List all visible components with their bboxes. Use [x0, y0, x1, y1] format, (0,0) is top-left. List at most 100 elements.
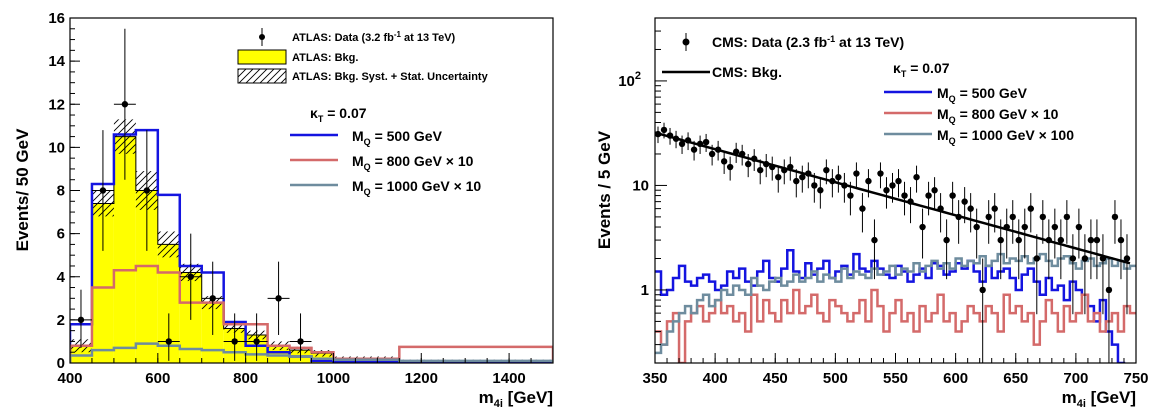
cms-legend-mq800: MQ = 800 GeV × 10: [884, 106, 1059, 125]
cms-data-point: [883, 187, 890, 194]
atlas-legend-mq1000: MQ = 1000 GeV × 10: [290, 178, 481, 197]
svg-text:MQ = 1000 GeV × 10: MQ = 1000 GeV × 10: [352, 178, 481, 197]
atlas-y-tick-label: 8: [57, 183, 65, 200]
atlas-panel: 400 600 800 1000 1200 1400 0 2 4 6 8 10 12 14 16 Event…: [13, 10, 554, 409]
cms-data-point: [823, 166, 830, 174]
atlas-bkg-bar: [91, 203, 114, 363]
cms-data-point: [1039, 213, 1047, 221]
cms-data-point: [943, 236, 950, 244]
atlas-x-tick-label: 800: [233, 370, 258, 387]
cms-data-point: [799, 173, 806, 181]
cms-data-point: [901, 192, 908, 199]
cms-data-point: [805, 170, 812, 177]
cms-y-tick-label: 1: [641, 282, 649, 299]
cms-data-point: [907, 198, 914, 205]
cms-data-point: [979, 286, 986, 294]
atlas-data-point: [143, 187, 151, 194]
cms-data-point: [1021, 223, 1028, 231]
cms-data-point: [865, 177, 872, 185]
cms-data-point: [997, 236, 1004, 244]
atlas-legend-uncertainty: ATLAS: Bkg. Syst. + Stat. Uncertainty: [237, 68, 489, 84]
atlas-y-tick-label: 6: [57, 226, 65, 243]
cms-data-point: [961, 198, 968, 205]
cms-legend-data: CMS: Data (2.3 fb-1 at 13 TeV): [682, 33, 904, 51]
cms-data-point: [931, 187, 938, 194]
cms-data-point: [937, 205, 944, 212]
cms-x-tick-label: 700: [1063, 370, 1088, 387]
cms-legend: CMS: Data (2.3 fb-1 at 13 TeV) CMS: Bkg.…: [662, 33, 1074, 146]
cms-data-point: [955, 213, 962, 221]
cms-data-point: [744, 160, 752, 168]
cms-data-point: [1117, 236, 1125, 244]
atlas-y-axis-label: Events/ 50 GeV: [13, 128, 32, 252]
atlas-x-axis-label: m4i [GeV]: [479, 388, 553, 409]
cms-signal-series-1: [655, 288, 1136, 363]
cms-data-point: [859, 205, 866, 212]
atlas-y-tick-label: 16: [48, 10, 65, 27]
cms-data-point: [690, 146, 698, 153]
cms-x-tick-label: 500: [823, 370, 848, 387]
cms-data-point: [925, 192, 932, 199]
cms-x-tick-label: 750: [1123, 370, 1148, 387]
cms-data-point: [787, 163, 794, 171]
cms-data-point: [660, 126, 668, 134]
cms-data-point: [684, 137, 692, 144]
cms-data-point: [829, 177, 836, 185]
atlas-x-tick-label: 1200: [405, 370, 438, 387]
cms-x-tick-label: 550: [883, 370, 908, 387]
cms-data-point: [1045, 236, 1053, 244]
atlas-y-tick-label: 12: [48, 96, 65, 113]
atlas-data-point: [209, 295, 216, 302]
cms-data-point: [714, 146, 722, 153]
cms-y-tick-label: 102: [618, 70, 641, 90]
cms-data-point: [1105, 286, 1113, 294]
cms-data-point: [841, 182, 848, 189]
cms-data-point: [967, 205, 974, 212]
atlas-bkg-bar: [113, 136, 136, 363]
cms-data-point: [1057, 236, 1065, 244]
cms-data-point: [1003, 223, 1010, 231]
cms-data-point: [1075, 223, 1083, 231]
cms-data-point: [949, 192, 956, 199]
cms-x-tick-label: 400: [703, 370, 728, 387]
atlas-legend-mq800: MQ = 800 GeV × 10: [290, 153, 474, 172]
cms-data-point: [720, 158, 728, 165]
atlas-legend-background: ATLAS: Bkg.: [237, 49, 358, 65]
cms-signal-series-0: [655, 248, 1126, 363]
cms-data-point: [985, 213, 992, 221]
cms-legend-background: CMS: Bkg.: [662, 64, 782, 80]
cms-data-point: [895, 177, 902, 185]
cms-kappa-label: κT = 0.07: [893, 60, 950, 79]
cms-data-point: [781, 166, 788, 174]
cms-data-point: [853, 170, 860, 177]
cms-x-tick-label: 450: [763, 370, 788, 387]
cms-data-point: [1087, 236, 1095, 244]
atlas-data-point: [165, 338, 172, 345]
svg-text:MQ = 800 GeV × 10: MQ = 800 GeV × 10: [352, 153, 474, 172]
cms-data-point: [732, 148, 740, 155]
cms-data-point: [1123, 255, 1131, 262]
cms-signal-series-2: [655, 252, 1136, 355]
atlas-x-tick-label: 1000: [317, 370, 350, 387]
cms-data-point: [1099, 255, 1107, 262]
cms-data-point: [751, 155, 758, 162]
cms-x-tick-label: 350: [642, 370, 667, 387]
atlas-x-tick-label: 400: [57, 370, 82, 387]
atlas-data-point: [99, 187, 107, 194]
cms-data-point: [708, 150, 716, 158]
cms-data-point: [1009, 213, 1016, 221]
atlas-kappa-label: κT = 0.07: [310, 105, 367, 124]
atlas-data-point: [121, 101, 129, 108]
cms-data-point: [871, 236, 878, 244]
cms-data-point: [1027, 205, 1034, 212]
atlas-y-tick-label: 10: [48, 139, 65, 156]
cms-data-point: [973, 223, 980, 231]
cms-panel: 350 400 450 500 550 600 650 700 750 1 10 102 Events…: [595, 17, 1149, 409]
cms-data-point: [696, 140, 704, 148]
atlas-data-point: [231, 338, 238, 345]
atlas-legend: ATLAS: Data (3.2 fb-1 at 13 TeV) ATLAS: …: [237, 28, 489, 197]
cms-data-point: [1015, 236, 1022, 244]
atlas-x-tick-label: 1400: [492, 370, 525, 387]
cms-data-point: [702, 138, 710, 146]
